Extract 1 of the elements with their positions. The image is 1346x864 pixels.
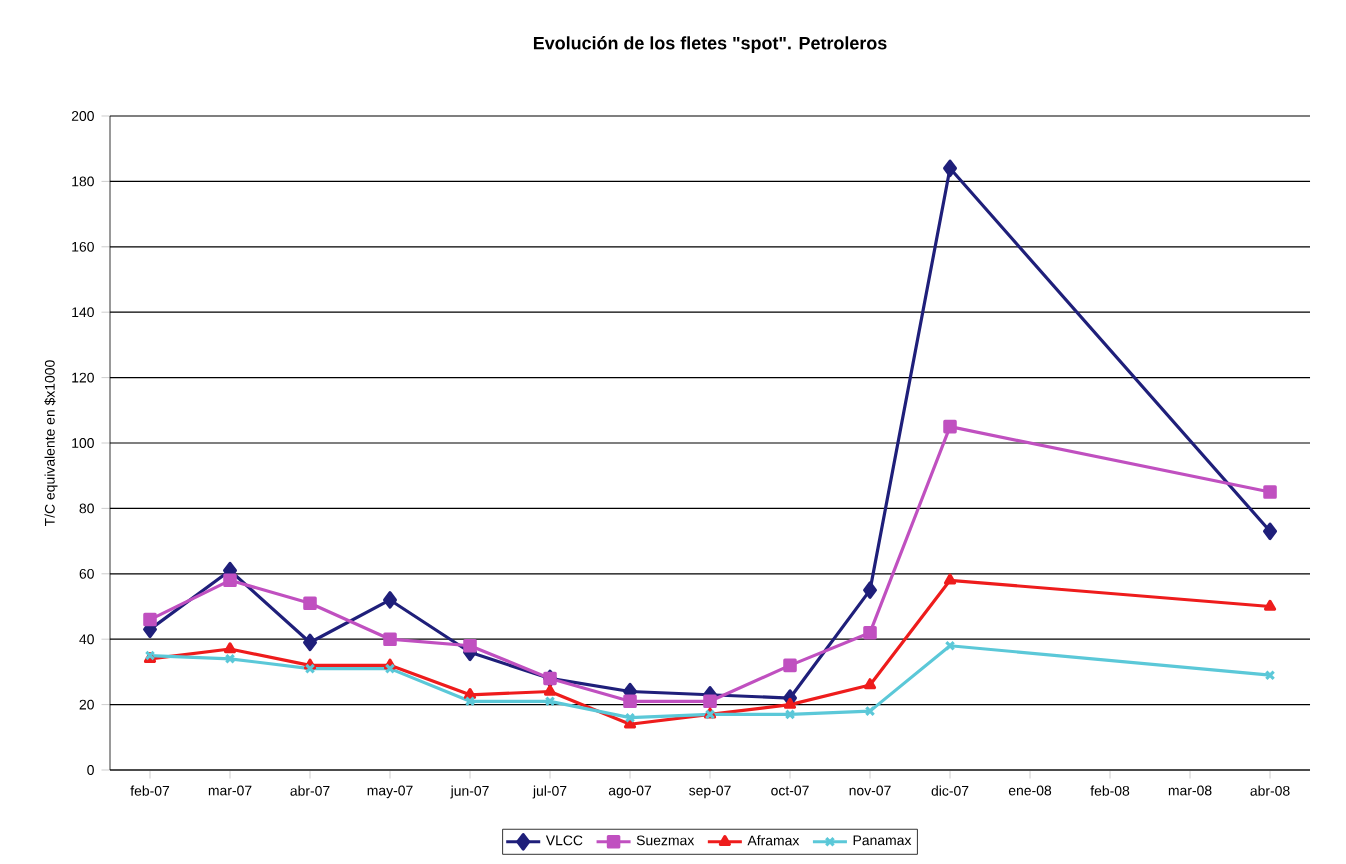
chart-title: Evolución de los fletes "spot". Petroleros — [533, 36, 887, 53]
